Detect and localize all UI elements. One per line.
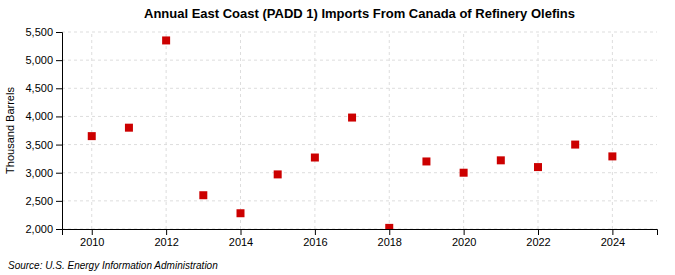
y-axis-title: Thousand Barrels (4, 87, 16, 174)
tick: 5,000 (25, 54, 62, 66)
tick-label: 2014 (229, 236, 253, 248)
tick-mark (56, 60, 62, 61)
tick-label: 2020 (452, 236, 476, 248)
tick-mark (166, 229, 167, 235)
tick: 2014 (229, 229, 253, 248)
tick-mark (56, 32, 62, 33)
point (199, 191, 207, 199)
tick-mark (56, 229, 62, 230)
grid-line (463, 32, 464, 229)
tick: 2018 (378, 229, 402, 248)
axis-line (63, 230, 658, 236)
tick: 2022 (526, 229, 550, 248)
grid (62, 32, 657, 229)
tick: 4,500 (25, 82, 62, 94)
tick: 2016 (303, 229, 327, 248)
point (348, 114, 356, 122)
grid-line (62, 116, 657, 117)
tick-label: 2012 (154, 236, 178, 248)
y-axis: 2,000 2,500 3,000 3,500 4,000 4,500 5,000 5,500 (25, 26, 62, 235)
point (385, 224, 393, 229)
point (237, 209, 245, 217)
point (571, 141, 579, 149)
tick-label: 2016 (303, 236, 327, 248)
source-note: Source: U.S. Energy Information Administ… (8, 260, 218, 271)
point (422, 157, 430, 165)
grid-line (166, 32, 167, 229)
tick-label: 5,000 (25, 54, 53, 66)
tick-label: 2022 (526, 236, 550, 248)
grid-line (62, 172, 657, 173)
tick-label: 5,500 (25, 26, 53, 38)
tick-label: 3,000 (25, 167, 53, 179)
tick-label: 3,500 (25, 139, 53, 151)
tick-mark (315, 229, 316, 235)
tick: 4,000 (25, 110, 62, 122)
grid-line (91, 32, 92, 229)
tick-mark (389, 229, 390, 235)
grid-line (314, 32, 315, 229)
point (125, 124, 133, 132)
grid-line (62, 32, 657, 33)
tick-mark (464, 229, 465, 235)
axis-line (56, 33, 63, 230)
tick-label: 4,500 (25, 82, 53, 94)
grid-line (62, 88, 657, 89)
tick-label: 2,000 (25, 223, 53, 235)
tick-label: 2010 (80, 236, 104, 248)
tick-mark (56, 173, 62, 174)
tick-label: 4,000 (25, 110, 53, 122)
tick: 2024 (601, 229, 625, 248)
tick: 2,000 (25, 223, 62, 235)
tick: 3,500 (25, 139, 62, 151)
tick: 2012 (154, 229, 178, 248)
point (274, 170, 282, 178)
tick-mark (56, 145, 62, 146)
tick-mark (241, 229, 242, 235)
tick: 2020 (452, 229, 476, 248)
grid-line (62, 200, 657, 201)
grid-line (62, 60, 657, 61)
grid-line (612, 32, 613, 229)
tick-label: 2024 (601, 236, 625, 248)
tick-label: 2018 (378, 236, 402, 248)
chart: 2010 2012 2014 2016 2018 2020 2022 2024 2,000 2,5… (0, 0, 675, 275)
tick-mark (612, 229, 613, 235)
point (162, 36, 170, 44)
grid-line (240, 32, 241, 229)
x-axis: 2010 2012 2014 2016 2018 2020 2022 2024 (63, 229, 658, 248)
point (497, 156, 505, 164)
point (534, 163, 542, 171)
point (88, 132, 96, 140)
tick: 3,000 (25, 167, 62, 179)
grid-line (538, 32, 539, 229)
plot-area (88, 36, 617, 229)
tick-mark (92, 229, 93, 235)
grid-line (389, 32, 390, 229)
point (460, 169, 468, 177)
tick-mark (56, 201, 62, 202)
grid-line (62, 144, 657, 145)
tick: 2010 (80, 229, 104, 248)
point (311, 154, 319, 162)
title: Annual East Coast (PADD 1) Imports From … (144, 6, 575, 21)
tick-mark (538, 229, 539, 235)
tick-label: 2,500 (25, 195, 53, 207)
tick: 2,500 (25, 195, 62, 207)
tick-mark (56, 88, 62, 89)
point (608, 152, 616, 160)
tick-mark (56, 116, 62, 117)
tick: 5,500 (25, 26, 62, 38)
